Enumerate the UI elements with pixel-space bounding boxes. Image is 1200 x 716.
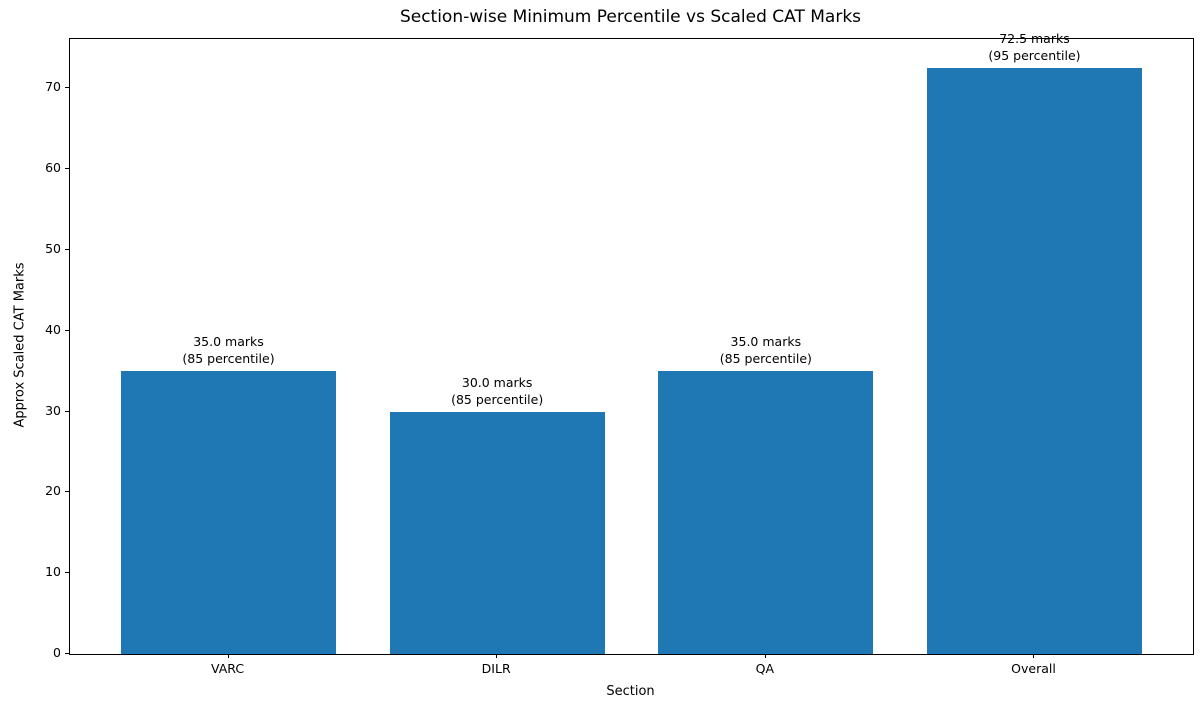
- x-tick-label-overall: Overall: [1011, 661, 1056, 676]
- y-tick-mark: [65, 329, 69, 331]
- bar-label-varc: 35.0 marks (85 percentile): [182, 334, 275, 367]
- chart-title: Section-wise Minimum Percentile vs Scale…: [399, 7, 862, 27]
- x-tick-label-varc: VARC: [210, 661, 245, 676]
- bar-label-overall: 72.5 marks (95 percentile): [988, 31, 1081, 64]
- y-tick-label-50: 50: [45, 241, 61, 257]
- y-tick-mark: [65, 87, 69, 89]
- x-tick-mark: [496, 654, 498, 658]
- x-tick-mark: [1033, 654, 1035, 658]
- x-tick-label-qa: QA: [755, 661, 775, 676]
- y-tick-label-60: 60: [45, 160, 61, 176]
- plot-area: 35.0 marks (85 percentile) 30.0 marks (85 p…: [69, 31, 1194, 655]
- y-tick-mark: [65, 249, 69, 251]
- bar-label-qa: 35.0 marks (85 percentile): [719, 334, 812, 367]
- x-tick-mark: [227, 654, 229, 658]
- y-tick-mark: [65, 653, 69, 654]
- bar-overall: [927, 68, 1142, 654]
- bar-dilr: [389, 411, 605, 654]
- y-tick-mark: [65, 491, 69, 493]
- y-tick-mark: [65, 572, 69, 574]
- bar-label-dilr: 30.0 marks (85 percentile): [451, 374, 544, 407]
- y-tick-label-10: 10: [45, 564, 61, 580]
- y-tick-label-20: 20: [45, 483, 61, 499]
- bar-qa: [658, 371, 874, 654]
- x-axis-label: Section: [606, 684, 655, 699]
- bar-varc: [121, 371, 336, 654]
- y-tick-label-70: 70: [45, 79, 61, 95]
- x-tick-label-dilr: DILR: [481, 661, 511, 676]
- y-tick-label-40: 40: [45, 321, 61, 337]
- y-tick-label-0: 0: [53, 645, 61, 660]
- x-tick-mark: [764, 654, 766, 658]
- y-tick-mark: [65, 410, 69, 412]
- y-tick-label-30: 30: [45, 402, 61, 418]
- y-tick-mark: [65, 168, 69, 170]
